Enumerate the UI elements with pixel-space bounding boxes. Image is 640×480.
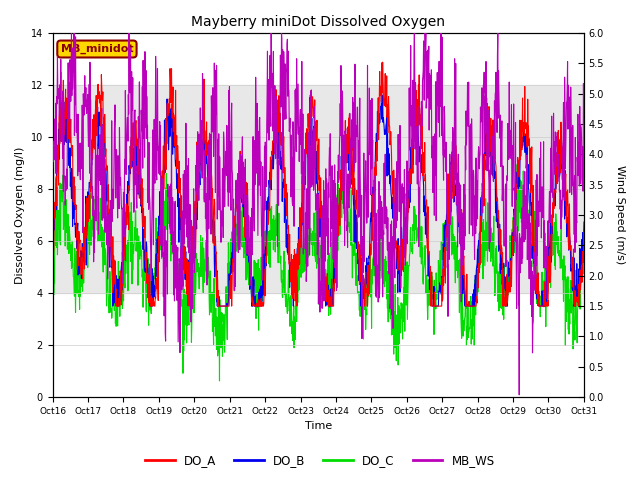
Bar — [52, 85, 584, 293]
Y-axis label: Wind Speed (m/s): Wind Speed (m/s) — [615, 166, 625, 264]
Text: MB_minidot: MB_minidot — [61, 44, 133, 54]
X-axis label: Time: Time — [305, 421, 332, 432]
Title: Mayberry miniDot Dissolved Oxygen: Mayberry miniDot Dissolved Oxygen — [191, 15, 445, 29]
Legend: DO_A, DO_B, DO_C, MB_WS: DO_A, DO_B, DO_C, MB_WS — [141, 449, 499, 472]
Y-axis label: Dissolved Oxygen (mg/l): Dissolved Oxygen (mg/l) — [15, 146, 25, 284]
